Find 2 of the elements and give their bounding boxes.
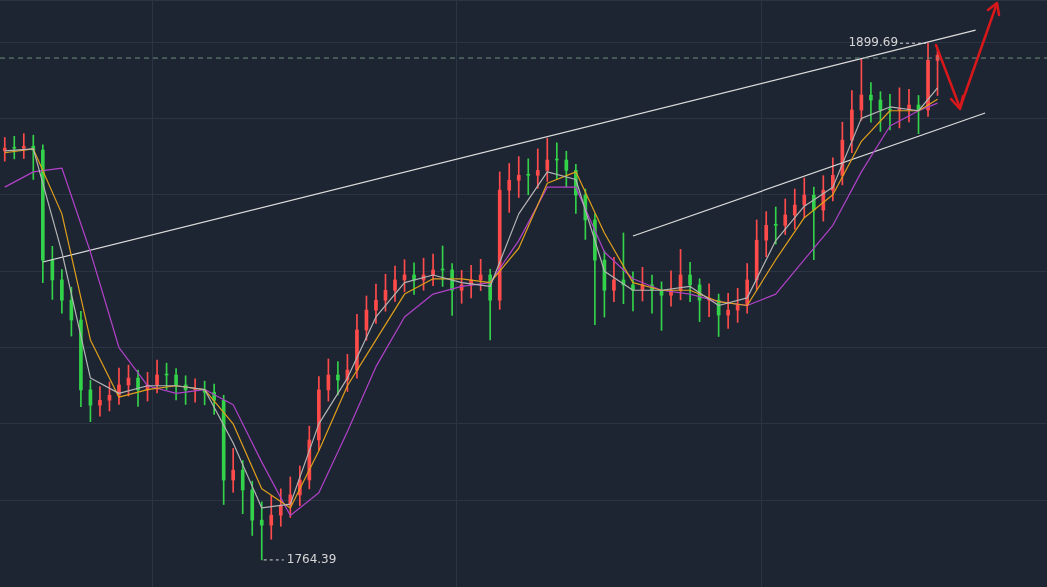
- annotation: 1764.39: [286, 552, 337, 567]
- annotation: 1899.69: [848, 35, 899, 50]
